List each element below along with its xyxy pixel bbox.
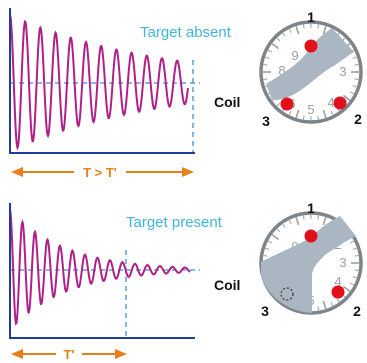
dial-number: 3 [339, 255, 346, 270]
dial-tick [263, 255, 268, 257]
dial-tick [295, 26, 300, 35]
period-arrow: T' [11, 346, 127, 362]
target-shape [266, 28, 354, 101]
arrow-head-left [11, 167, 23, 177]
dial-number: 4 [327, 95, 334, 110]
dial-tick [288, 28, 292, 34]
dial-tick [265, 247, 270, 250]
period-label-bg [74, 164, 126, 180]
sensor-dot-1 [304, 39, 318, 53]
dial-tick [276, 102, 281, 107]
dial-tick [303, 24, 305, 29]
sensor-dot-3 [280, 97, 294, 111]
signal-plot [9, 203, 200, 339]
dial-number: 3 [339, 64, 346, 79]
dial-number: 4 [334, 274, 341, 289]
period-arrow: T > T' [11, 164, 194, 180]
dial-tick [352, 85, 357, 88]
dial-number: 9 [291, 48, 298, 63]
dial-tick [317, 24, 319, 29]
sensor-label-2: 2 [354, 111, 362, 127]
arrow-head-left [11, 349, 23, 359]
dial-number: 8 [278, 63, 285, 78]
period-label: T > T' [83, 165, 117, 180]
decaying-oscillation [9, 209, 191, 326]
sensor-dot-2 [331, 285, 345, 299]
dial-tick [354, 64, 359, 66]
dial-tick [317, 115, 319, 120]
dial-tick [276, 37, 281, 42]
sensor-dial: 2 3 4 5 6 7 8 9 1 2 3 [259, 200, 363, 319]
period-label-bg [56, 346, 82, 362]
dial-tick [267, 240, 273, 244]
sensor-label-1: 1 [307, 9, 315, 25]
dial-tick [330, 301, 334, 307]
dial-number: 5 [307, 102, 314, 117]
dial-tick [282, 223, 286, 228]
sensor-label-2: 2 [353, 303, 361, 319]
dial-tick [267, 49, 273, 53]
dial-tick [303, 115, 305, 120]
dial-tick [354, 255, 359, 257]
dial-tick [354, 269, 359, 271]
arrow-head-right [115, 349, 127, 359]
dial-tick [317, 215, 319, 220]
dial-tick [349, 91, 355, 95]
dial-tick [288, 219, 292, 225]
dial-tick [303, 215, 305, 220]
panel-title: Target present [126, 214, 223, 231]
arrow-head-right [182, 167, 194, 177]
dial-tick [288, 110, 292, 116]
dial-tick [352, 247, 357, 250]
sensor-label-1: 1 [307, 200, 315, 216]
period-label: T' [63, 347, 74, 362]
panel-target-absent: Target absent T > T' Coil 2 3 4 5 6 [9, 8, 363, 180]
sensor-dot-3-inactive [280, 287, 294, 301]
dial-tick [265, 56, 270, 59]
dial-tick [352, 276, 357, 279]
dial-tick [295, 217, 300, 226]
signal-plot [9, 8, 200, 154]
panel-title: Target absent [140, 24, 232, 41]
dial-tick [263, 78, 268, 80]
dial-tick [349, 282, 355, 286]
dial-tick [295, 109, 300, 118]
dial-tick [322, 300, 327, 309]
dial-tick [322, 26, 327, 35]
dial-tick [352, 56, 357, 59]
panel-target-present: Target present T' Coil 2 3 4 5 6 7 8 [9, 200, 363, 362]
dial-tick [276, 228, 281, 233]
dial-tick [336, 298, 340, 303]
dial-tick [354, 78, 359, 80]
dial-tick [322, 217, 327, 226]
dial-tick [322, 109, 327, 118]
dial-tick [282, 32, 286, 37]
sensor-label-3: 3 [262, 113, 270, 129]
dial-tick [317, 306, 319, 311]
sensor-label-3: 3 [261, 303, 269, 319]
dial-tick [330, 110, 334, 116]
coil-label: Coil [214, 94, 240, 110]
dial-tick [349, 240, 355, 244]
dial-tick [271, 234, 280, 241]
dial-tick [271, 43, 280, 50]
decaying-oscillation [9, 14, 189, 151]
sensor-dot-1 [304, 229, 318, 243]
coil-label: Coil [214, 277, 240, 293]
dial-tick [342, 285, 351, 292]
dial-tick [342, 94, 351, 101]
dial-tick [263, 64, 268, 66]
sensor-dial: 2 3 4 5 6 7 8 9 1 2 3 [259, 9, 363, 129]
sensor-dot-2 [333, 96, 347, 110]
